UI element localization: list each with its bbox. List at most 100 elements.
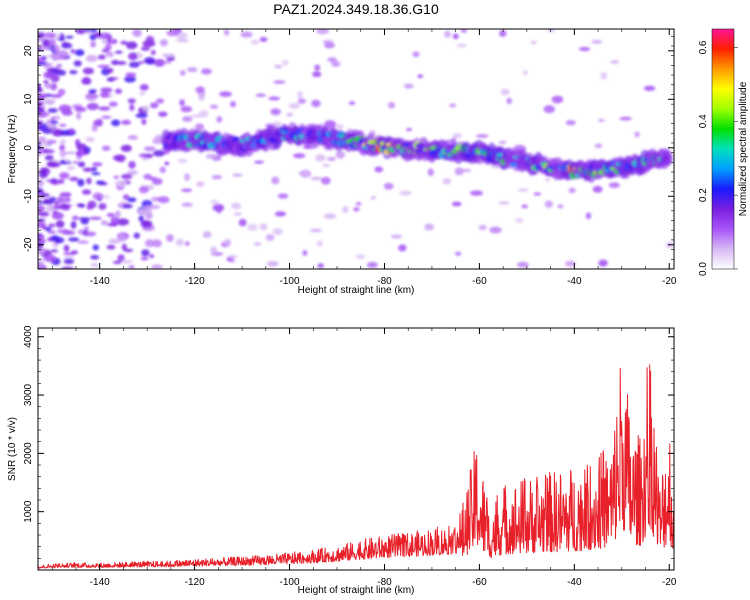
spectrogram-noise-blob <box>196 181 205 187</box>
spectrogram-noise-blob <box>476 134 489 139</box>
spectrogram-noise-blob <box>64 197 71 203</box>
spectrogram-xtick-label: -100 <box>280 276 300 287</box>
spectrogram-noise-blob <box>38 195 43 203</box>
spectrogram-noise-blob <box>38 236 45 244</box>
spectrogram-noise-blob <box>187 67 198 73</box>
spectrogram-noise-blob <box>176 38 189 43</box>
spectrogram-noise-blob <box>314 64 321 71</box>
spectrogram-noise-blob <box>117 254 125 262</box>
spectrogram-noise-blob <box>310 176 323 181</box>
spectrogram-noise-blob <box>210 199 219 205</box>
spectrogram-noise-blob <box>63 244 70 253</box>
spectrogram-noise-blob <box>449 103 457 108</box>
spectrogram-noise-blob <box>83 231 97 237</box>
spectrogram-noise-blob <box>608 182 620 189</box>
spectrogram-noise-blob <box>90 41 97 48</box>
spectrogram-noise-blob <box>97 54 106 60</box>
spectrogram-noise-blob <box>85 30 93 35</box>
spectrogram-noise-blob <box>544 200 553 209</box>
spectrogram-noise-blob <box>99 92 110 98</box>
spectrogram-noise-blob <box>59 149 66 158</box>
spectrogram-noise-blob <box>56 63 63 68</box>
spectrogram-noise-blob <box>117 234 127 242</box>
spectrogram-noise-blob <box>253 160 265 164</box>
spectrogram-noise-blob <box>115 88 123 94</box>
spectrogram-noise-blob <box>93 32 102 38</box>
spectrogram-noise-blob <box>324 120 337 129</box>
spectrogram-xtick-label: -80 <box>377 276 392 287</box>
spectrogram-noise-blob <box>38 205 46 212</box>
spectrogram-noise-blob <box>181 202 194 207</box>
spectrogram-noise-blob <box>141 249 150 257</box>
spectrogram-noise-blob <box>70 250 79 255</box>
spectrogram-noise-blob <box>232 173 243 177</box>
spectrogram-noise-blob <box>144 212 153 219</box>
spectrogram-noise-blob <box>75 29 86 35</box>
colorbar-frame <box>711 28 735 270</box>
spectrogram-noise-blob <box>38 136 47 143</box>
spectrogram-noise-blob <box>150 102 159 109</box>
spectrogram-noise-blob <box>336 124 344 130</box>
spectrogram-noise-blob <box>565 120 576 126</box>
spectrogram-noise-blob <box>83 150 89 155</box>
spectrogram-noise-blob <box>126 41 138 50</box>
spectrogram-noise-blob <box>478 224 487 231</box>
spectrogram-noise-blob <box>42 98 56 105</box>
spectrogram-noise-blob <box>205 153 218 159</box>
snr-panel: -140 -120 -100 -80 -60 -40 -20 1000 2000 3000 4000… <box>7 325 677 596</box>
spectrogram-noise-blob <box>59 144 65 152</box>
spectrogram-noise-blob <box>211 175 223 180</box>
spectrogram-noise-blob <box>38 247 46 255</box>
spectrogram-noise-blob <box>80 219 89 225</box>
spectrogram-noise-blob <box>424 223 435 231</box>
spectrogram-noise-blob <box>38 211 50 217</box>
spectrogram-noise-blob <box>184 173 191 182</box>
spectrogram-ytick-label: -20 <box>23 237 34 252</box>
spectrogram-noise-blob <box>122 194 130 200</box>
spectrogram-noise-blob <box>128 265 135 269</box>
spectrogram-noise-blob <box>143 146 156 152</box>
spectrogram-noise-blob <box>59 123 67 127</box>
snr-ytick-label: 1000 <box>23 500 34 523</box>
spectrogram-noise-blob <box>143 56 156 65</box>
spectrogram-noise-blob <box>451 201 462 207</box>
spectrogram-noise-blob <box>452 33 459 40</box>
spectrogram-noise-blob <box>326 156 336 162</box>
spectrogram-xtick-label: -20 <box>662 276 677 287</box>
spectrogram-noise-blob <box>112 154 124 162</box>
spectrogram-xtick-label: -140 <box>90 276 110 287</box>
spectrogram-noise-blob <box>38 93 48 97</box>
snr-xtick-label: -60 <box>472 577 487 588</box>
spectrogram-noise-blob <box>92 244 100 251</box>
spectrogram-noise-blob <box>543 105 556 114</box>
spectrogram-noise-blob <box>106 244 116 250</box>
snr-xtick-label: -80 <box>377 577 392 588</box>
spectrogram-noise-blob <box>132 29 142 37</box>
spectrogram-noise-blob <box>51 212 64 220</box>
spectrogram-noise-blob <box>456 43 467 48</box>
spectrogram-noise-blob <box>341 206 349 214</box>
spectrogram-noise-blob <box>136 209 149 215</box>
spectrogram-noise-blob <box>272 121 282 127</box>
spectrogram-noise-blob <box>322 163 331 168</box>
spectrogram-noise-blob <box>64 151 76 155</box>
spectrogram-noise-blob <box>643 85 656 92</box>
spectrogram-xtick-label: -60 <box>472 276 487 287</box>
spectrogram-noise-blob <box>210 246 218 255</box>
spectrogram-noise-blob <box>51 53 60 61</box>
spectrogram-noise-blob <box>90 262 99 268</box>
figure-title: PAZ1.2024.349.18.36.G10 <box>273 1 439 17</box>
spectrogram-noise-blob <box>522 69 528 76</box>
spectrogram-noise-blob <box>82 67 95 75</box>
spectrogram-noise-blob <box>43 254 56 263</box>
spectrogram-noise-blob <box>57 88 66 96</box>
spectrogram-noise-blob <box>598 259 608 267</box>
spectrogram-noise-blob <box>44 82 54 89</box>
spectrogram-noise-blob <box>41 226 48 230</box>
spectrogram-noise-blob <box>140 256 149 261</box>
spectrogram-noise-blob <box>598 118 605 123</box>
spectrogram-noise-blob <box>148 176 157 181</box>
spectrogram-noise-blob <box>129 104 135 112</box>
spectrogram-noise-blob <box>38 32 46 38</box>
